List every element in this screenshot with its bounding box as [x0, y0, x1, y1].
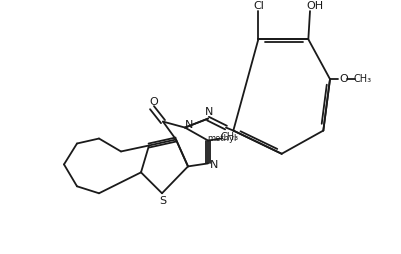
Text: OH: OH — [306, 1, 324, 11]
Text: CH₃: CH₃ — [221, 132, 239, 141]
Text: S: S — [160, 196, 166, 206]
Text: O: O — [339, 74, 348, 84]
Text: CH₃: CH₃ — [354, 74, 372, 84]
Text: N: N — [210, 161, 218, 170]
Text: N: N — [185, 120, 193, 130]
Text: O: O — [150, 97, 158, 107]
Text: N: N — [205, 107, 213, 117]
Text: Cl: Cl — [253, 1, 264, 11]
Text: methyl: methyl — [207, 134, 237, 143]
